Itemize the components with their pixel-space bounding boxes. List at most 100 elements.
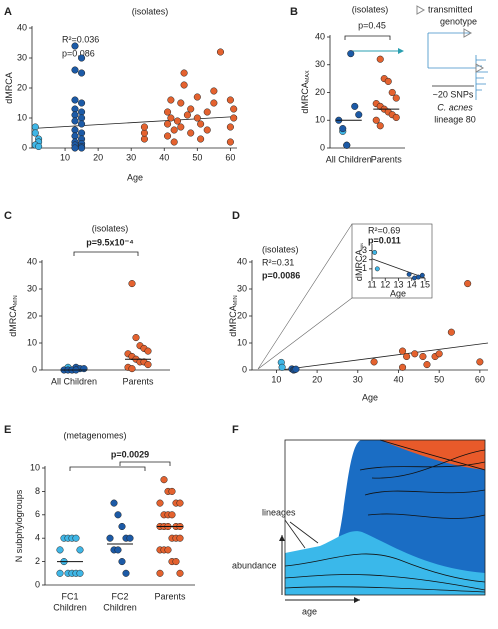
point [376, 55, 384, 63]
point [177, 123, 185, 131]
point [180, 81, 188, 89]
y-axis-label: dMRCAMIN [228, 295, 239, 337]
y-tick-label: 20 [27, 310, 37, 320]
point [170, 126, 178, 134]
y-axis-label-sub: MIN [13, 295, 19, 305]
point [126, 534, 134, 542]
point [177, 99, 185, 107]
bracket [344, 35, 391, 40]
point [392, 94, 400, 102]
point [210, 87, 218, 95]
point [156, 569, 164, 577]
point [411, 275, 417, 281]
diagram-label: lineages [262, 507, 296, 517]
y-tick-label: 10 [27, 337, 37, 347]
point [476, 358, 484, 366]
point [110, 499, 118, 507]
point [447, 328, 455, 336]
point [78, 99, 86, 107]
y-axis-label-text: dMRCA [354, 250, 364, 282]
point [71, 96, 79, 104]
x-tick-label: 10 [271, 374, 281, 384]
x-tick-label: All Children [326, 154, 372, 164]
point [435, 350, 443, 358]
bracket [119, 461, 171, 466]
annotation: R²=0.31 [262, 257, 294, 267]
diagram-label: age [302, 606, 317, 616]
y-tick-label: 30 [315, 59, 325, 69]
point [144, 347, 152, 355]
bracket [69, 466, 146, 471]
x-tick-label: 11 [367, 279, 376, 289]
x-tick-label: Parents [122, 376, 154, 386]
y-tick-label: 20 [237, 310, 247, 320]
point [372, 249, 378, 255]
point [128, 365, 136, 373]
y-tick-label: 30 [237, 283, 247, 293]
x-tick-label: 10 [60, 152, 70, 162]
diagram: lineages abundance age [232, 439, 486, 616]
point [78, 120, 86, 128]
point [140, 129, 148, 137]
point [203, 108, 211, 116]
annotation: R²=0.69 [368, 225, 400, 235]
point [347, 50, 355, 58]
point [183, 111, 191, 119]
x-tick-label: 40 [393, 374, 403, 384]
point [71, 42, 79, 50]
panel-label: F [232, 424, 239, 436]
x-tick-label: 12 [380, 279, 390, 289]
x-tick-label: Parents [154, 591, 186, 601]
point [278, 363, 286, 371]
chart-title: (isolates) [352, 4, 389, 14]
y-tick-label: 0 [35, 579, 40, 589]
point [419, 352, 427, 361]
point [71, 117, 79, 125]
point [226, 96, 234, 104]
annotation: p=0.45 [358, 20, 386, 30]
y-axis-label-text: N subphylogroups [14, 489, 24, 562]
x-tick-label: FC2 [111, 591, 128, 601]
point [114, 511, 122, 519]
point [106, 534, 114, 542]
x-tick-label: 30 [126, 152, 136, 162]
point [71, 105, 79, 113]
y-tick-label: 20 [17, 82, 27, 92]
y-tick-label: 40 [17, 22, 27, 32]
x-tick-label: 14 [407, 279, 417, 289]
point [193, 114, 201, 122]
x-tick-label: 60 [475, 374, 485, 384]
panel-label: C [4, 210, 12, 222]
point [164, 132, 172, 140]
point [203, 126, 211, 134]
annotation: p=0.086 [62, 48, 95, 58]
y-tick-label: 0 [32, 364, 37, 374]
point [164, 108, 172, 116]
point [71, 144, 79, 152]
y-tick-label: 20 [315, 87, 325, 97]
point [423, 361, 431, 369]
point [176, 569, 184, 577]
y-axis-label: dMRCAMAX [300, 70, 311, 114]
y-axis-label: dMRCA [4, 72, 14, 104]
point [76, 569, 84, 577]
point [230, 105, 238, 113]
layer [285, 531, 485, 595]
trend-line [31, 116, 238, 129]
y-axis-label-text: dMRCA [300, 82, 310, 114]
point [216, 48, 225, 56]
y-tick-label: 1 [362, 263, 367, 273]
point [71, 66, 79, 74]
point [180, 69, 188, 77]
point [31, 123, 39, 131]
x-tick-label: FC1 [61, 591, 78, 601]
point [226, 138, 234, 146]
y-axis-label-text: dMRCA [4, 72, 14, 104]
point [226, 123, 234, 131]
x-tick-label: 15 [420, 279, 430, 289]
point [399, 347, 407, 355]
y-tick-label: 10 [30, 462, 40, 472]
point [78, 54, 86, 62]
panel-label: B [290, 6, 298, 18]
y-axis-label-text: dMRCA [228, 305, 238, 337]
